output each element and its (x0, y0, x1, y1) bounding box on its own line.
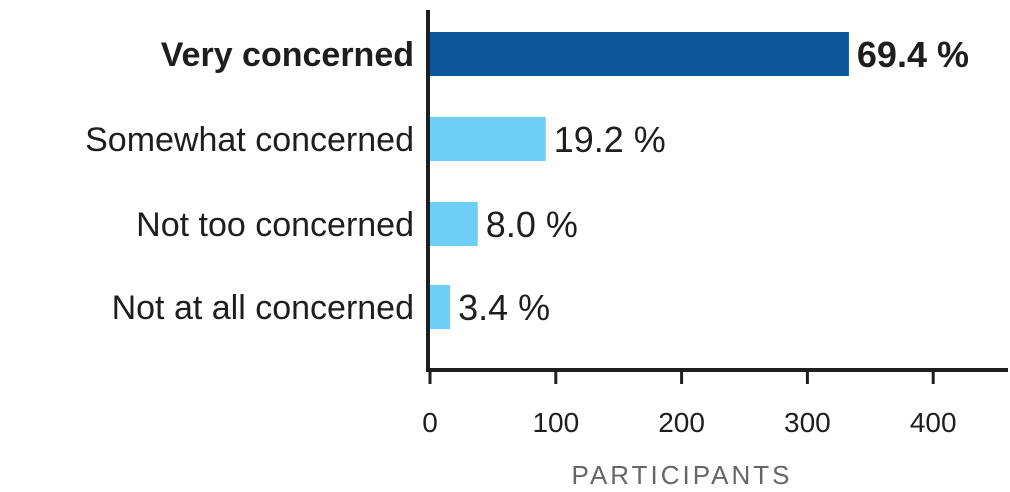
bar-not-too-concerned (430, 202, 478, 246)
category-label: Not too concerned (136, 206, 414, 244)
bar-somewhat-concerned (430, 117, 546, 161)
category-labels-group: Very concerned Somewhat concerned Not too … (85, 36, 414, 327)
x-ticks-group: 0 100 200 300 400 (422, 370, 957, 438)
x-tick-label: 100 (532, 407, 579, 438)
x-tick-label: 400 (910, 407, 957, 438)
x-axis-title: PARTICIPANTS (572, 460, 793, 490)
category-label: Not at all concerned (112, 289, 414, 327)
category-label: Very concerned (161, 36, 414, 74)
data-label: 8.0 % (486, 204, 578, 245)
data-label: 3.4 % (458, 287, 550, 328)
bar-very-concerned (430, 32, 849, 76)
category-label: Somewhat concerned (85, 121, 414, 159)
x-tick-label: 0 (422, 407, 438, 438)
bars-group (430, 32, 849, 329)
data-label: 19.2 % (554, 119, 666, 160)
x-tick-label: 200 (658, 407, 705, 438)
bar-not-at-all-concerned (430, 285, 451, 329)
data-label: 69.4 % (857, 34, 969, 75)
value-labels-group: 69.4 % 19.2 % 8.0 % 3.4 % (458, 34, 969, 328)
x-tick-label: 300 (784, 407, 831, 438)
